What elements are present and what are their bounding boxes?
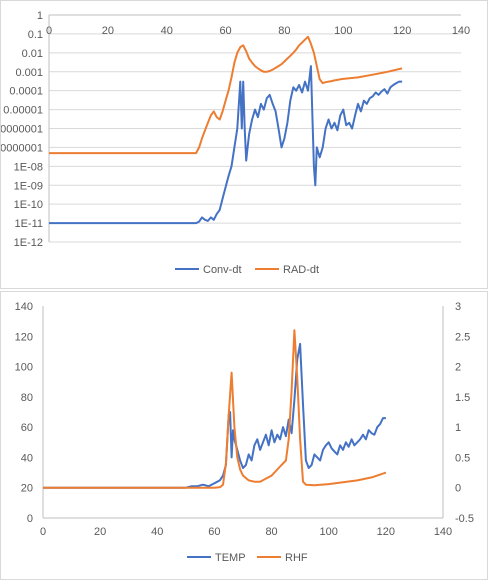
x-tick-label: 20 xyxy=(94,526,106,538)
y-tick-label: 0.00001 xyxy=(3,105,43,117)
y2-tick-label: 2 xyxy=(455,362,461,374)
y-tick-label: 60 xyxy=(21,422,33,434)
x-tick-label: 60 xyxy=(208,526,220,538)
series-line xyxy=(43,329,387,489)
y-tick-label: 1 xyxy=(37,10,43,22)
legend-label: Conv-dt xyxy=(203,264,242,276)
y-tick-label: 1E-12 xyxy=(14,237,43,249)
x-tick-label: 40 xyxy=(151,526,163,538)
y-tick-label: 120 xyxy=(15,331,33,343)
y-tick-label: 1E-11 xyxy=(14,218,43,230)
x-tick-label: 120 xyxy=(377,526,395,538)
x-tick-label: 60 xyxy=(219,25,231,37)
y-tick-label: 20 xyxy=(21,483,33,495)
x-tick-label: 140 xyxy=(434,526,452,538)
y-tick-label: 1E-09 xyxy=(14,180,43,192)
y-tick-label: 0.1 xyxy=(28,29,43,41)
y-tick-label: 100 xyxy=(15,362,33,374)
x-tick-label: 80 xyxy=(265,526,277,538)
y-tick-label: 0.001 xyxy=(15,67,43,79)
y-tick-label: 0 xyxy=(27,513,33,525)
x-tick-label: 120 xyxy=(393,25,411,37)
x-tick-label: 40 xyxy=(161,25,173,37)
top-chart-panel: 1E-12 1E-11 1E-10 1E-09 1E-08 0000001 0000001 0… xyxy=(0,0,488,289)
y-tick-label: 80 xyxy=(21,392,33,404)
x-tick-label: 0 xyxy=(46,25,52,37)
y-tick-label: 140 xyxy=(15,301,33,313)
legend-label: RHF xyxy=(285,552,308,564)
y2-tick-label: 1.5 xyxy=(455,392,470,404)
x-tick-label: 0 xyxy=(40,526,46,538)
legend-label: RAD-dt xyxy=(283,264,319,276)
y-tick-label: 40 xyxy=(21,452,33,464)
series-line xyxy=(43,342,386,489)
x-tick-label: 20 xyxy=(102,25,114,37)
log-scale-chart: 1E-12 1E-11 1E-10 1E-09 1E-08 0000001 0000001 0… xyxy=(1,10,470,276)
series-line xyxy=(49,65,403,225)
y2-tick-label: 0 xyxy=(455,483,461,495)
y2-tick-label: 2.5 xyxy=(455,331,470,343)
y2-tick-label: -0.5 xyxy=(455,513,474,525)
x-tick-label: 140 xyxy=(452,25,470,37)
y-tick-label: 0000001 xyxy=(1,124,43,136)
y2-tick-label: 1 xyxy=(455,422,461,434)
x-tick-label: 100 xyxy=(320,526,338,538)
y-tick-label: 0000001 xyxy=(1,142,43,154)
y-tick-label: 0.0001 xyxy=(9,86,43,98)
y-tick-label: 0.01 xyxy=(22,48,43,60)
bottom-chart-panel: 0 20 40 60 80 100 120 140 -0.5 0 0.5 1 1.5 2 2.5 3 0 20 40… xyxy=(0,291,488,580)
y-tick-label: 1E-08 xyxy=(14,161,43,173)
y2-tick-label: 3 xyxy=(455,301,461,313)
y-tick-label: 1E-10 xyxy=(14,199,43,211)
x-tick-label: 100 xyxy=(334,25,352,37)
x-tick-label: 80 xyxy=(278,25,290,37)
series-line xyxy=(49,35,403,155)
legend-label: TEMP xyxy=(215,552,246,564)
y2-tick-label: 0.5 xyxy=(455,452,470,464)
